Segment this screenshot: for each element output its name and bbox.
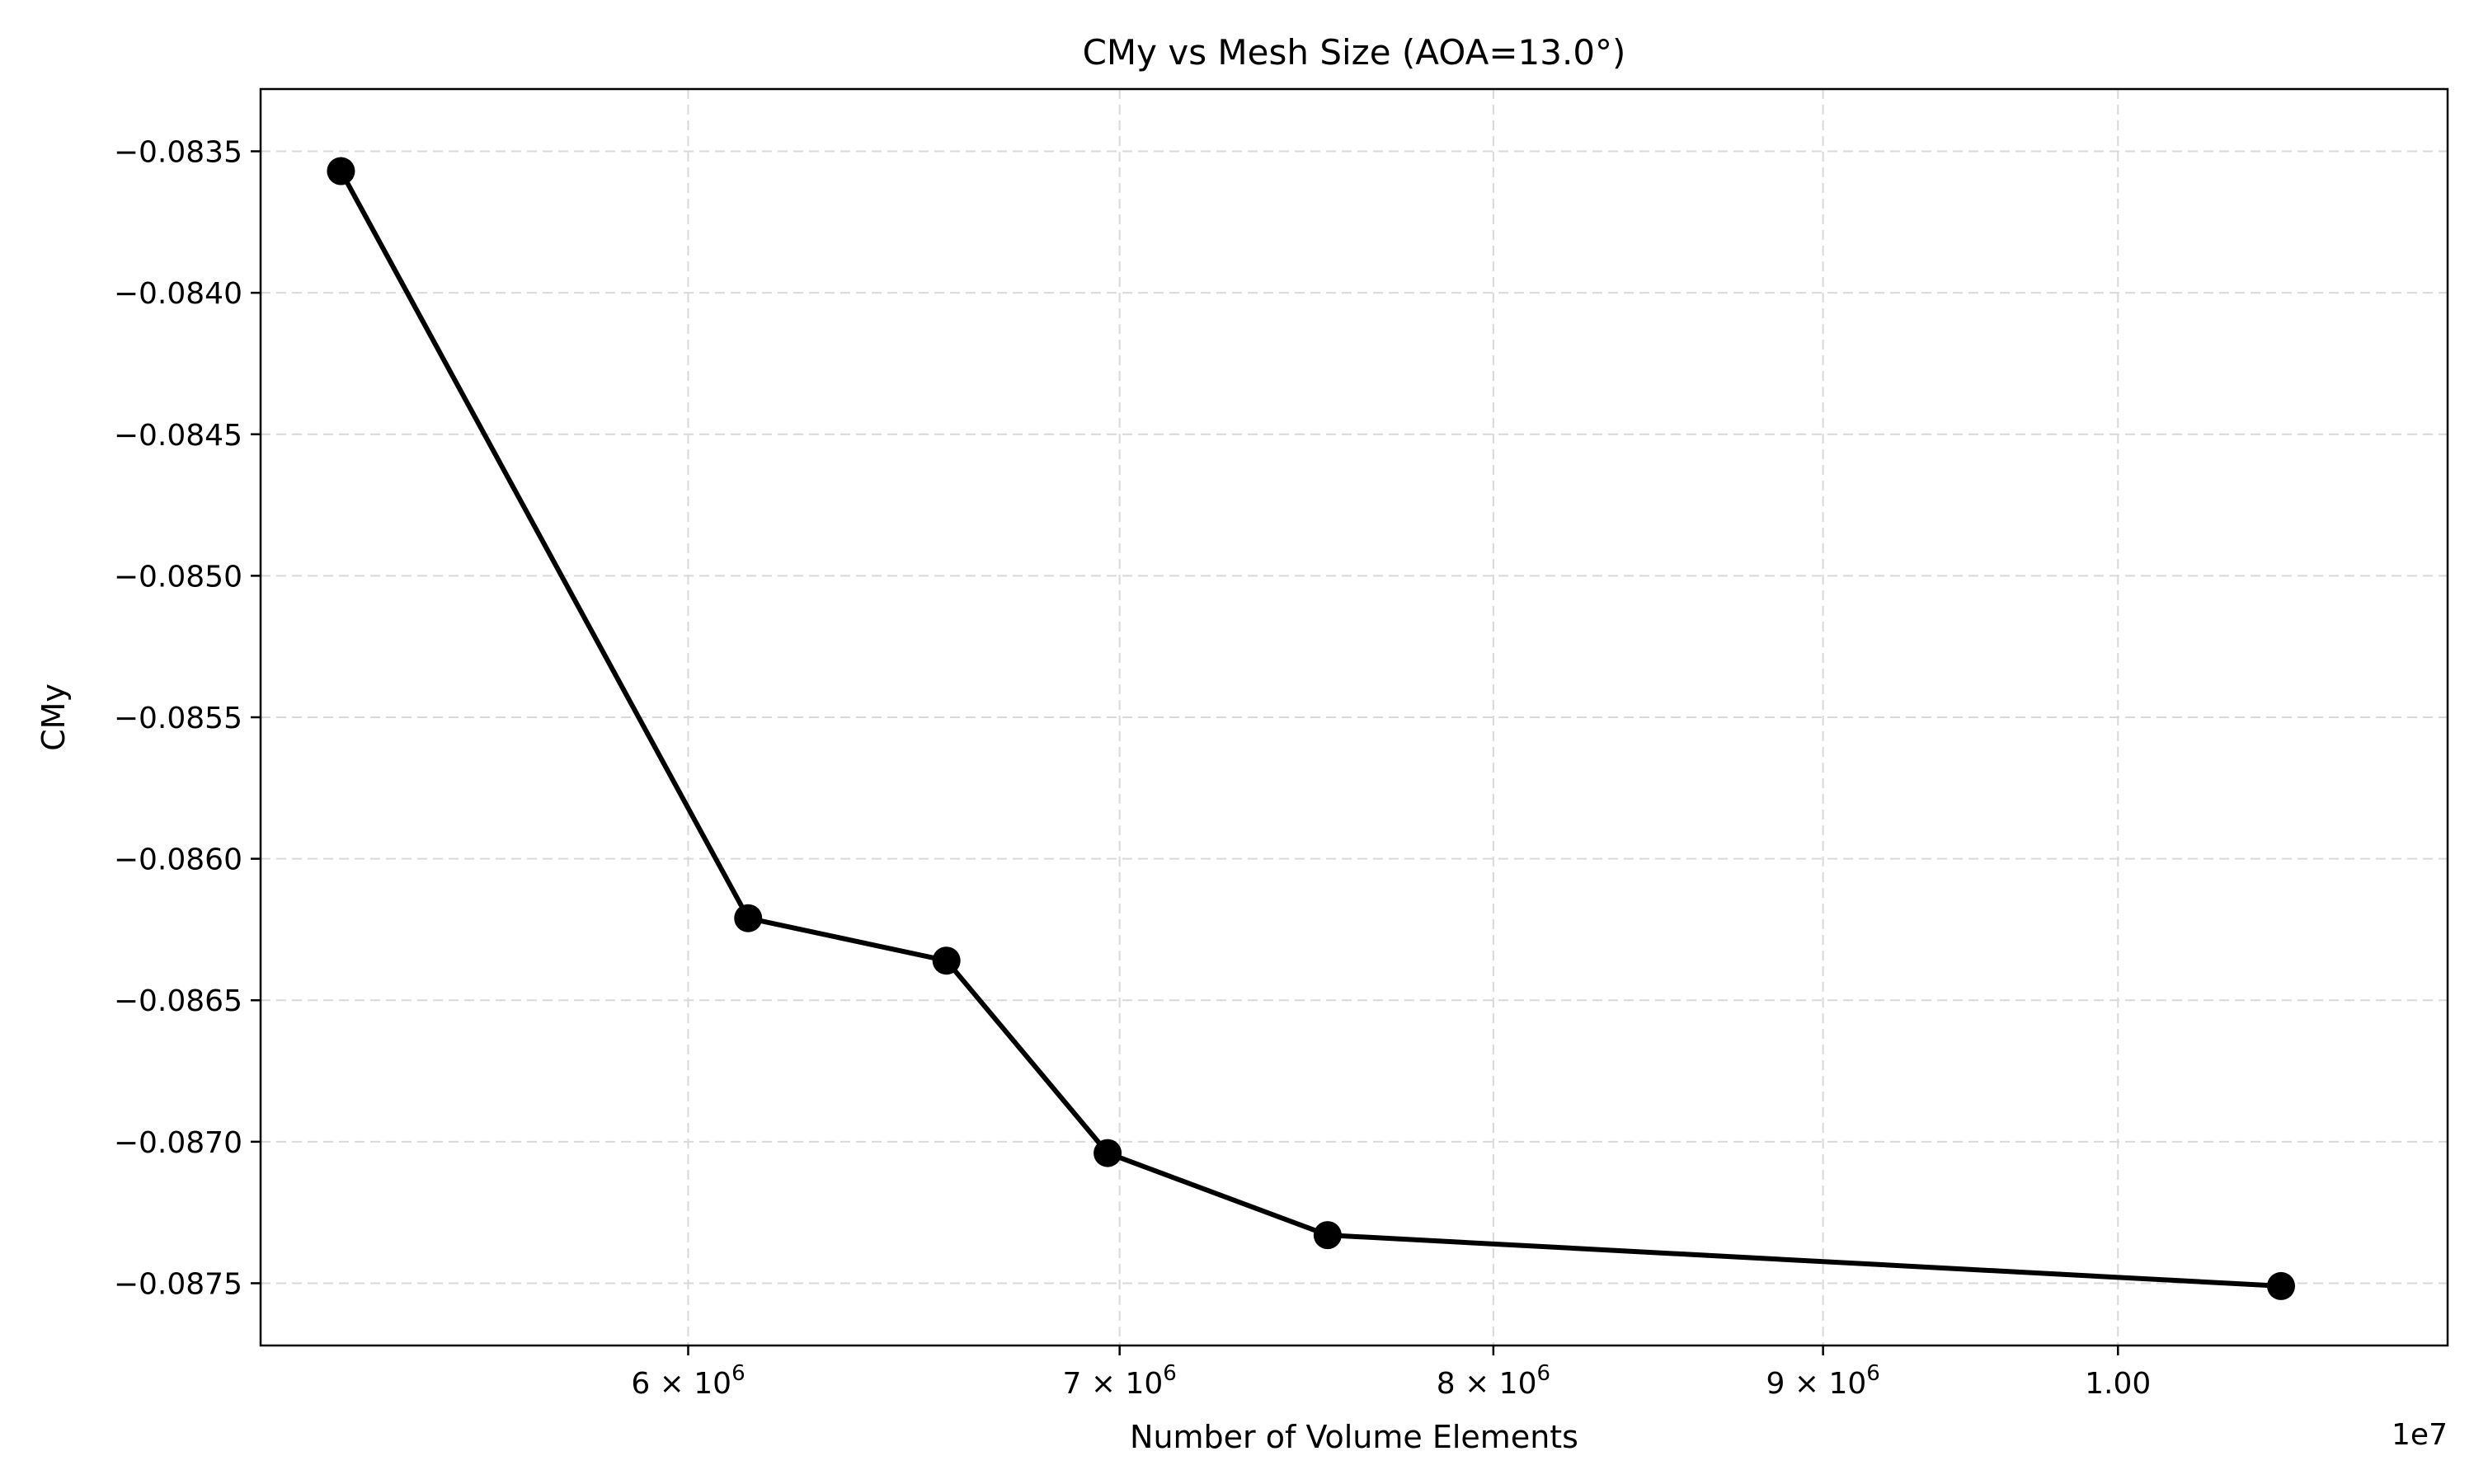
y-tick-label: −0.0870 bbox=[114, 1126, 242, 1160]
x-tick-label: 1.00 bbox=[2085, 1367, 2151, 1401]
y-tick-label: −0.0855 bbox=[114, 702, 242, 735]
series-line bbox=[338, 170, 2282, 1289]
y-tick-label: −0.0875 bbox=[114, 1267, 242, 1301]
data-point bbox=[932, 946, 961, 975]
x-tick-label: 8 × 106 bbox=[1437, 1361, 1550, 1401]
axis-ticks: −0.0835 −0.0840 −0.0845 −0.0850 −0.0855 −0.08… bbox=[114, 136, 2151, 1401]
x-tick-label: 9 × 106 bbox=[1766, 1361, 1879, 1401]
grid bbox=[261, 89, 2448, 1345]
y-tick-label: −0.0835 bbox=[114, 136, 242, 170]
data-point bbox=[327, 157, 355, 186]
x-tick-label: 6 × 106 bbox=[631, 1361, 745, 1401]
y-tick-label: −0.0840 bbox=[114, 277, 242, 311]
data-point bbox=[1313, 1221, 1342, 1250]
y-tick-label: −0.0860 bbox=[114, 843, 242, 877]
y-tick-label: −0.0865 bbox=[114, 984, 242, 1018]
data-point bbox=[2267, 1271, 2296, 1300]
chart-title: CMy vs Mesh Size (AOA=13.0°) bbox=[1083, 32, 1626, 73]
y-axis-label: CMy bbox=[35, 683, 72, 751]
x-axis-label: Number of Volume Elements bbox=[1130, 1419, 1578, 1455]
data-point bbox=[1094, 1139, 1122, 1167]
data-point bbox=[734, 904, 763, 932]
x-tick-label: 7 × 106 bbox=[1063, 1361, 1177, 1401]
y-tick-label: −0.0850 bbox=[114, 560, 242, 594]
data-series bbox=[327, 157, 2296, 1300]
x-axis-offset-label: 1e7 bbox=[2392, 1418, 2448, 1452]
y-tick-label: −0.0845 bbox=[114, 419, 242, 453]
